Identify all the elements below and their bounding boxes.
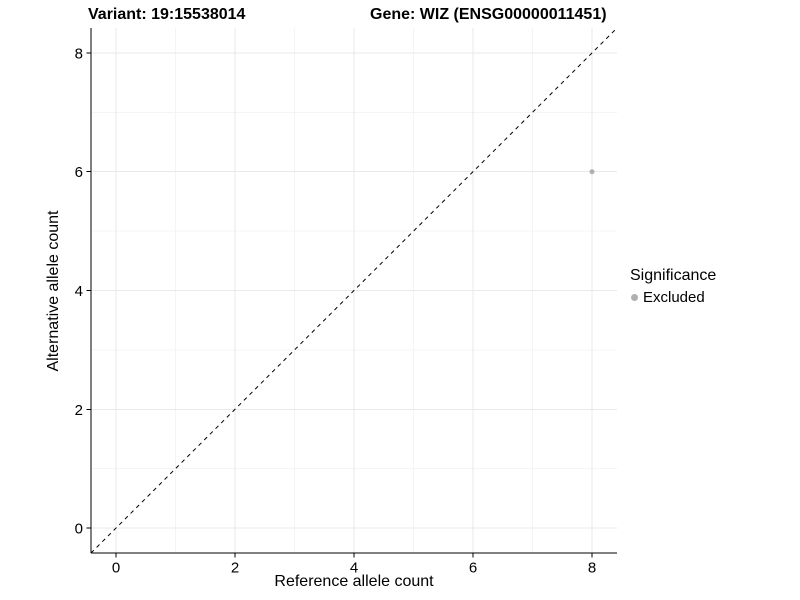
legend-point-icon [631,294,638,301]
y-tick-label: 6 [75,164,83,181]
identity-line [90,27,618,554]
y-tick-label: 4 [75,283,83,300]
legend-entry-label: Excluded [643,289,705,306]
x-axis-title: Reference allele count [274,573,434,590]
x-tick-label: 6 [469,560,477,577]
data-point [589,169,595,175]
plot-title-variant: Variant: 19:15538014 [88,6,246,23]
x-tick-label: 0 [112,560,120,577]
x-tick-label: 8 [588,560,596,577]
y-tick-label: 2 [75,402,83,419]
x-tick-label: 2 [231,560,239,577]
legend: Significance Excluded [630,267,716,306]
plot-title-gene: Gene: WIZ (ENSG00000011451) [370,6,607,23]
y-tick-label: 0 [75,521,83,538]
legend-title: Significance [630,267,717,284]
legend-entry-excluded: Excluded [630,289,716,306]
x-tick-label: 4 [350,560,358,577]
y-tick-label: 8 [75,45,83,62]
y-axis-title: Alternative allele count [45,210,62,372]
